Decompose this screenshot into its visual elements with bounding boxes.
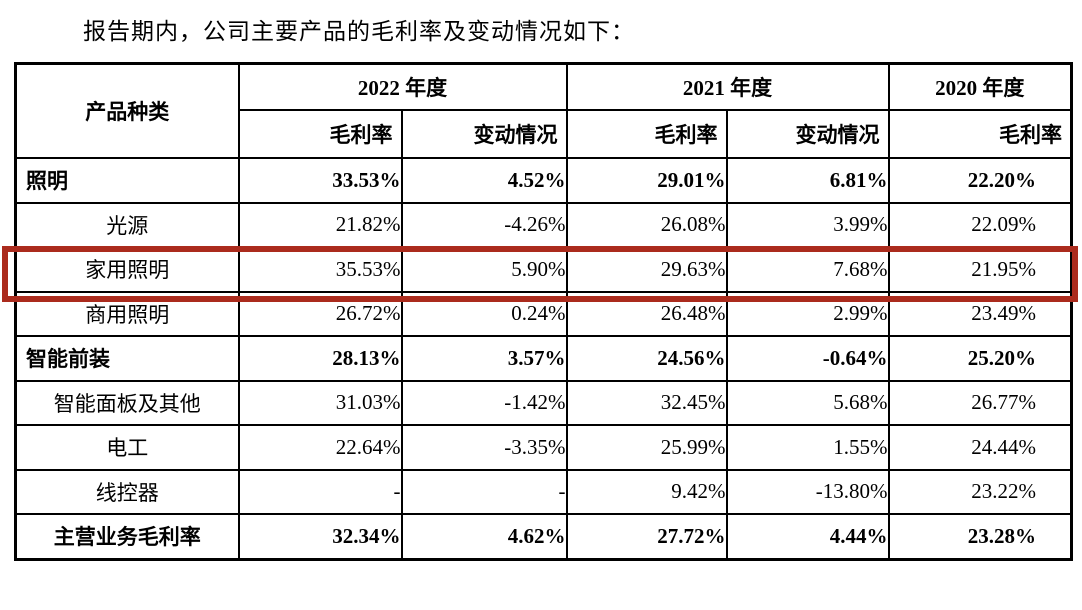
value-cell: 5.90% (400, 246, 568, 293)
header-year-2021: 2021 年度 (565, 62, 890, 111)
value-cell: 26.48% (565, 290, 728, 337)
table-row: 照明 33.53% 4.52% 29.01% 6.81% 22.20% (14, 157, 1073, 204)
header-2022-change: 变动情况 (400, 109, 568, 159)
header-year-2020: 2020 年度 (887, 62, 1073, 111)
value-cell: 25.20% (887, 335, 1073, 382)
value-cell: 33.53% (237, 157, 403, 204)
value-cell: 27.72% (565, 513, 728, 560)
value-cell: 23.28% (887, 513, 1073, 560)
value-cell: 23.49% (887, 290, 1073, 337)
table-row: 线控器 - -9.42% -13.80% 23.22% (14, 468, 1073, 515)
value-cell: 26.08% (565, 201, 728, 248)
header-2020-gross-margin: 毛利率 (887, 109, 1073, 159)
value-cell: 22.20% (887, 157, 1073, 204)
value-cell: 26.72% (237, 290, 403, 337)
value-cell: 21.95% (887, 246, 1073, 293)
product-name-cell: 商用照明 (14, 290, 240, 337)
value-cell: 32.45% (565, 379, 728, 426)
value-cell: -3.35% (400, 424, 568, 471)
value-cell: 3.99% (725, 201, 890, 248)
value-cell: 21.82% (237, 201, 403, 248)
table-row: 智能面板及其他 31.03% -1.42% 32.45% 5.68% 26.77% (14, 379, 1073, 426)
value-cell: 23.22% (887, 468, 1073, 515)
gross-margin-table: 产品种类 2022 年度 2021 年度 2020 年度 毛利率 变动情况 毛利… (14, 62, 1073, 561)
value-cell: - (400, 468, 568, 515)
value-cell: 31.03% (237, 379, 403, 426)
product-name-cell: 智能面板及其他 (14, 379, 240, 426)
header-2022-gross-margin: 毛利率 (237, 109, 403, 159)
value-cell: 3.57% (400, 335, 568, 382)
value-cell: 29.01% (565, 157, 728, 204)
value-cell: 22.64% (237, 424, 403, 471)
product-name-cell: 线控器 (14, 468, 240, 515)
value-cell: 0.24% (400, 290, 568, 337)
value-cell: 22.09% (887, 201, 1073, 248)
product-name-cell: 主营业务毛利率 (14, 513, 240, 560)
header-2021-gross-margin: 毛利率 (565, 109, 728, 159)
value-cell: 25.99% (565, 424, 728, 471)
product-name-cell: 智能前装 (14, 335, 240, 382)
value-cell: 24.44% (887, 424, 1073, 471)
value-cell: - (237, 468, 403, 515)
value-cell: 35.53% (237, 246, 403, 293)
value-cell: 29.63% (565, 246, 728, 293)
product-name-cell: 电工 (14, 424, 240, 471)
table-body: 照明 33.53% 4.52% 29.01% 6.81% 22.20% 光源 21.82% -4… (14, 157, 1073, 560)
value-cell: 28.13% (237, 335, 403, 382)
table-row: 电工 22.64% -3.35% 25.99% 1.55% 24.44% (14, 424, 1073, 471)
header-2021-change: 变动情况 (725, 109, 890, 159)
table-row: 光源 21.82% -4.26% 26.08% 3.99% 22.09% (14, 201, 1073, 248)
product-name-cell: 照明 (14, 157, 240, 204)
table-row: 商用照明 26.72% 0.24% 26.48% 2.99% 23.49% (14, 290, 1073, 337)
value-cell: 9.42% (565, 468, 728, 515)
product-name-cell: 家用照明 (14, 246, 240, 293)
value-cell: 4.52% (400, 157, 568, 204)
value-cell: 7.68% (725, 246, 890, 293)
header-row-metrics: 毛利率 变动情况 毛利率 变动情况 毛利率 (16, 109, 1073, 159)
value-cell: 26.77% (887, 379, 1073, 426)
value-cell: 1.55% (725, 424, 890, 471)
value-cell: 4.44% (725, 513, 890, 560)
table-row: 主营业务毛利率 32.34% 4.62% 27.72% 4.44% 23.28% (14, 513, 1073, 560)
product-name-cell: 光源 (14, 201, 240, 248)
value-cell: 6.81% (725, 157, 890, 204)
header-row-years: 产品种类 2022 年度 2021 年度 2020 年度 (14, 62, 1073, 159)
value-cell: 32.34% (237, 513, 403, 560)
table-row-highlighted: 家用照明 35.53% 5.90% 29.63% 7.68% 21.95% (14, 246, 1073, 293)
value-cell: 24.56% (565, 335, 728, 382)
value-cell: 5.68% (725, 379, 890, 426)
value-cell: 2.99% (725, 290, 890, 337)
value-cell: -1.42% (400, 379, 568, 426)
value-cell: 4.62% (400, 513, 568, 560)
table-row: 智能前装 28.13% 3.57% 24.56% -0.64% 25.20% (14, 335, 1073, 382)
header-product-type: 产品种类 (14, 62, 240, 159)
value-cell: -13.80% (725, 468, 890, 515)
value-cell: -0.64% (725, 335, 890, 382)
value-cell: -4.26% (400, 201, 568, 248)
header-year-2022: 2022 年度 (237, 62, 568, 111)
section-title: 报告期内，公司主要产品的毛利率及变动情况如下： (83, 19, 635, 44)
